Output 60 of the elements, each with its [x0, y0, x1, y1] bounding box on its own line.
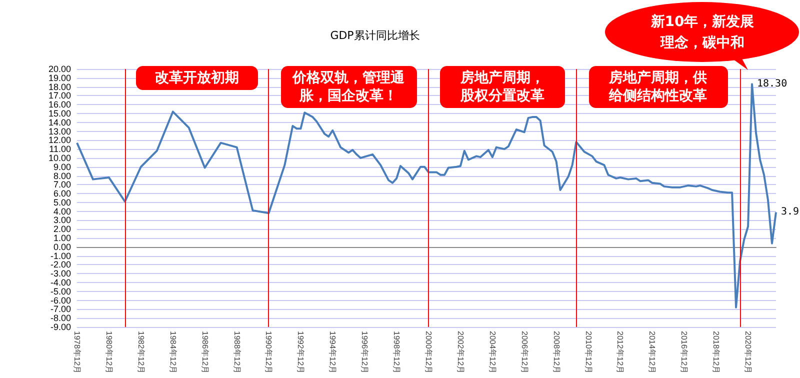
x-tick-label: 2018年12月	[712, 331, 721, 374]
x-tick-label: 1990年12月	[264, 331, 274, 374]
x-tick-label: 2000年12月	[424, 331, 434, 374]
y-tick-label: -7.00	[50, 304, 71, 314]
y-tick-label: 14.00	[48, 117, 71, 128]
y-tick-label: 15.00	[48, 108, 71, 118]
y-tick-label: 17.00	[48, 90, 71, 101]
y-tick-label: 1.00	[53, 233, 71, 244]
data-label: 18.30	[756, 78, 788, 90]
y-tick-label: -2.00	[50, 260, 71, 270]
x-tick-label: 2014年12月	[648, 331, 657, 374]
x-tick-label: 2006年12月	[520, 331, 529, 374]
y-tick-label: 19.00	[48, 72, 71, 83]
y-tick-label: -3.00	[50, 268, 71, 279]
x-tick-label: 1998年12月	[392, 331, 402, 374]
y-tick-label: -8.00	[50, 313, 71, 324]
x-tick-label: 1982年12月	[136, 331, 146, 374]
y-tick-label: 20.00	[48, 64, 71, 74]
y-tick-label: -6.00	[50, 295, 71, 306]
y-tick-label: -9.00	[50, 322, 71, 332]
chart-title: GDP累计同比增长	[330, 29, 420, 42]
y-tick-label: 0.00	[53, 242, 71, 252]
y-tick-label: 16.00	[48, 100, 71, 110]
y-tick-label: -1.00	[50, 250, 71, 261]
y-tick-label: 11.00	[49, 144, 71, 154]
x-tick-label: 2020年12月	[744, 331, 753, 374]
x-tick-label: 1978年12月	[72, 331, 82, 374]
y-tick-label: 2.00	[53, 224, 71, 234]
y-tick-label: 3.00	[53, 215, 71, 226]
y-tick-label: 12.00	[48, 135, 71, 146]
y-tick-label: -4.00	[50, 278, 71, 288]
y-tick-label: 5.00	[53, 197, 71, 208]
y-tick-label: 18.00	[48, 82, 71, 92]
y-tick-label: 4.00	[53, 206, 71, 216]
y-tick-label: -5.00	[50, 286, 71, 296]
x-tick-label: 2016年12月	[680, 331, 689, 374]
y-tick-label: 6.00	[53, 188, 71, 199]
y-tick-label: 8.00	[53, 170, 71, 181]
y-tick-label: 13.00	[48, 126, 71, 136]
y-tick-label: 9.00	[53, 162, 71, 172]
x-tick-label: 1986年12月	[200, 331, 210, 374]
x-tick-label: 1994年12月	[328, 331, 338, 374]
annotation: 改革开放初期	[136, 66, 258, 90]
x-tick-label: 2012年12月	[616, 331, 625, 374]
x-tick-label: 1984年12月	[168, 331, 178, 374]
x-tick-label: 1980年12月	[104, 331, 114, 374]
annotation: 房地产周期，股权分置改革	[440, 66, 566, 108]
x-tick-label: 2002年12月	[456, 331, 465, 374]
x-tick-label: 2004年12月	[488, 331, 497, 374]
y-tick-label: 10.00	[48, 152, 71, 163]
text: 新10年，新发展理念，碳中和	[650, 12, 755, 53]
x-tick-label: 1992年12月	[296, 331, 306, 374]
x-tick-label: 2010年12月	[584, 331, 593, 374]
x-tick-label: 1996年12月	[360, 331, 370, 374]
data-label: 3.9	[781, 206, 800, 218]
x-tick-label: 2008年12月	[552, 331, 561, 374]
annotation: 房地产周期，供给侧结构性改革	[588, 66, 728, 108]
y-tick-label: 7.00	[53, 180, 71, 190]
x-tick-label: 1988年12月	[232, 331, 242, 374]
annotation: 价格双轨，管理通胀，国企改革！	[280, 66, 417, 108]
